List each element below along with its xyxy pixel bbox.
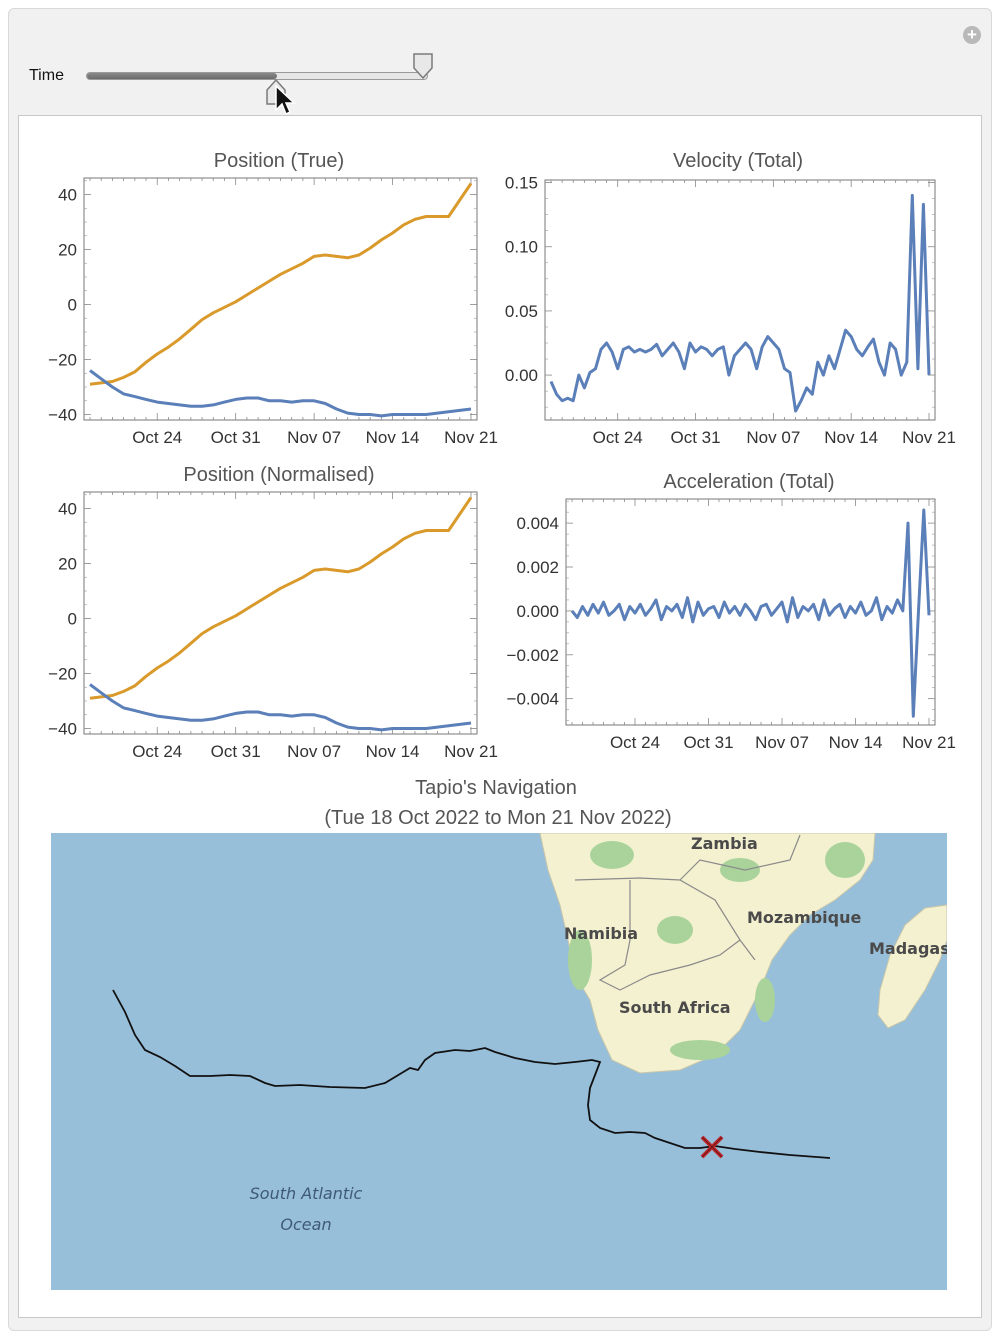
country-borders [574, 834, 801, 991]
y-tick-label: 0.05 [505, 302, 538, 321]
map-label-south-africa: South Africa [619, 998, 731, 1017]
vessel-track [112, 989, 831, 1159]
x-tick-label: Nov 14 [824, 428, 878, 447]
chart-title: Position (Normalised) [183, 464, 374, 486]
x-tick-label: Oct 31 [211, 428, 261, 447]
series-line-orange [89, 496, 473, 700]
y-tick-label: −20 [48, 665, 77, 684]
time-slider[interactable] [86, 72, 428, 80]
x-tick-label: Oct 24 [132, 428, 182, 447]
x-tick-label: Nov 07 [746, 428, 800, 447]
y-tick-label: 20 [58, 555, 77, 574]
map-view[interactable] [51, 833, 947, 1290]
map-label-ocean: South Atlantic Ocean [226, 1178, 386, 1240]
y-tick-label: 20 [58, 241, 77, 260]
series-line-orange [89, 182, 473, 386]
y-tick-label: 0 [68, 610, 77, 629]
map-subtitle: (Tue 18 Oct 2022 to Mon 21 Nov 2022) [324, 807, 671, 829]
x-tick-label: Oct 31 [211, 742, 261, 761]
vegetation-patch [670, 1040, 730, 1060]
x-tick-label: Oct 31 [683, 733, 733, 752]
vegetation-patch [568, 930, 592, 990]
vegetation-patch [825, 842, 865, 878]
map-label-namibia: Namibia [564, 924, 639, 943]
x-tick-label: Nov 07 [287, 742, 341, 761]
slider-max-handle[interactable] [412, 52, 434, 80]
x-tick-label: Nov 21 [444, 428, 498, 447]
slider-fill [87, 73, 278, 79]
y-tick-label: 0 [68, 296, 77, 315]
series-line-blue [549, 193, 931, 413]
x-tick-label: Nov 21 [444, 742, 498, 761]
y-tick-label: −20 [48, 351, 77, 370]
ocean-label-line1: South Atlantic [249, 1184, 363, 1203]
x-tick-label: Nov 07 [755, 733, 809, 752]
add-circle-icon[interactable]: + [963, 26, 981, 44]
vegetation-patch [720, 858, 760, 882]
map-title: Tapio's Navigation [415, 777, 577, 799]
cross-marker-icon [700, 1135, 724, 1159]
chart-title: Velocity (Total) [673, 150, 803, 172]
x-tick-label: Nov 07 [287, 428, 341, 447]
y-tick-label: 0.00 [505, 366, 538, 385]
series-line-blue [89, 369, 472, 418]
vegetation-patch [755, 978, 775, 1022]
mouse-pointer-icon [275, 84, 296, 116]
map-label-madagascar: Madagasc [869, 939, 947, 958]
chart-title: Acceleration (Total) [663, 471, 834, 493]
y-tick-label: −0.004 [507, 690, 559, 709]
x-tick-label: Oct 31 [670, 428, 720, 447]
series-line-blue [570, 508, 931, 718]
x-tick-label: Oct 24 [610, 733, 660, 752]
x-tick-label: Nov 21 [902, 428, 956, 447]
vegetation-patch [657, 916, 693, 944]
map-label-mozambique: Mozambique [747, 908, 862, 927]
x-tick-label: Oct 24 [593, 428, 643, 447]
y-tick-label: 40 [58, 186, 77, 205]
x-tick-label: Nov 14 [366, 742, 420, 761]
y-tick-label: −0.002 [507, 646, 559, 665]
x-tick-label: Nov 21 [902, 733, 956, 752]
y-tick-label: 0.10 [505, 238, 538, 257]
chart-title: Position (True) [214, 150, 344, 172]
plot-frame [83, 177, 478, 421]
y-tick-label: −40 [48, 406, 77, 425]
x-tick-label: Nov 14 [366, 428, 420, 447]
x-tick-label: Oct 24 [132, 742, 182, 761]
plot-frame [544, 179, 936, 421]
y-tick-label: 0.000 [516, 602, 559, 621]
plot-frame [83, 491, 478, 735]
map-label-zambia: Zambia [691, 834, 758, 853]
x-tick-label: Nov 14 [829, 733, 883, 752]
madagascar-island [877, 904, 947, 1029]
y-tick-label: −40 [48, 720, 77, 739]
series-line-blue [89, 683, 472, 732]
time-label: Time [29, 67, 64, 84]
y-tick-label: 0.15 [505, 174, 538, 193]
y-tick-label: 40 [58, 500, 77, 519]
y-tick-label: 0.002 [516, 558, 559, 577]
y-tick-label: 0.004 [516, 514, 559, 533]
vegetation-patch [590, 841, 634, 869]
ocean-label-line2: Ocean [280, 1215, 332, 1234]
